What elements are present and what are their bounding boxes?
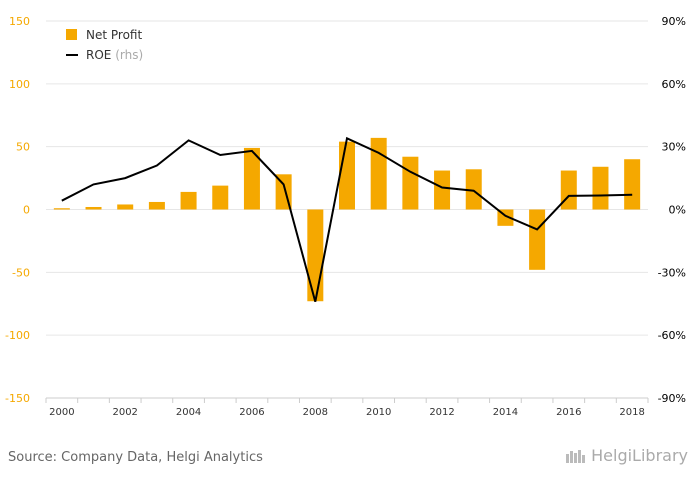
bar-net-profit bbox=[180, 191, 197, 210]
y-right-tick-label: 30% bbox=[662, 141, 686, 154]
y-left-tick-label: -100 bbox=[5, 329, 30, 342]
bar-net-profit bbox=[53, 208, 70, 210]
x-tick-label: 2006 bbox=[239, 407, 264, 418]
roe-line bbox=[61, 136, 633, 302]
bar-net-profit bbox=[212, 185, 229, 210]
y-left-tick-label: 100 bbox=[9, 78, 30, 91]
y-right-tick-label: 0% bbox=[669, 204, 686, 217]
x-tick-label: 2008 bbox=[303, 407, 328, 418]
bar-net-profit bbox=[465, 169, 482, 210]
roe-line-group bbox=[61, 136, 633, 302]
y-right-tick-label: 90% bbox=[662, 15, 686, 28]
y-left-tick-label: 0 bbox=[23, 204, 30, 217]
y-right-tick-label: -30% bbox=[658, 266, 686, 279]
x-tick-label: 2010 bbox=[366, 407, 391, 418]
y-left-tick-label: 150 bbox=[9, 15, 30, 28]
logo-text: HelgiLibrary bbox=[591, 446, 688, 465]
y-axis-right: 90% 60% 30% 0% -30% -60% -90% bbox=[658, 15, 686, 405]
y-right-tick-label: -60% bbox=[658, 329, 686, 342]
bar-net-profit bbox=[592, 166, 609, 210]
helgi-library-logo: HelgiLibrary bbox=[565, 446, 688, 465]
legend-roe-name: ROE bbox=[86, 48, 111, 62]
y-left-tick-label: 50 bbox=[16, 141, 30, 154]
bar-net-profit bbox=[624, 159, 641, 210]
y-left-tick-label: -50 bbox=[12, 266, 30, 279]
bar-net-profit bbox=[243, 147, 260, 210]
bar-net-profit bbox=[85, 206, 102, 210]
x-tick-label: 2000 bbox=[49, 407, 74, 418]
y-right-tick-label: 60% bbox=[662, 78, 686, 91]
legend-roe-label: ROE (rhs) bbox=[86, 48, 143, 62]
x-tick-label: 2014 bbox=[493, 407, 518, 418]
bar-net-profit bbox=[402, 156, 419, 210]
bar-net-profit bbox=[307, 209, 324, 302]
legend-roe-suffix: (rhs) bbox=[111, 48, 143, 62]
bar-net-profit bbox=[117, 204, 134, 210]
bar-net-profit bbox=[370, 137, 387, 210]
bar-net-profit bbox=[148, 201, 165, 210]
y-axis-left: 150 100 50 0 -50 -100 -150 bbox=[5, 15, 30, 405]
x-tick-label: 2002 bbox=[112, 407, 137, 418]
x-axis: 2000 2002 2004 2006 2008 2010 2012 2014 2016 2018 bbox=[45, 397, 649, 418]
bar-net-profit bbox=[560, 170, 577, 210]
x-tick-label: 2012 bbox=[429, 407, 454, 418]
x-tick-label: 2016 bbox=[556, 407, 581, 418]
source-note: Source: Company Data, Helgi Analytics bbox=[8, 450, 263, 465]
bar-net-profit bbox=[434, 170, 451, 210]
bar-net-profit bbox=[339, 141, 355, 210]
legend-net-profit-swatch bbox=[66, 29, 77, 40]
bars bbox=[53, 137, 641, 302]
y-left-tick-label: -150 bbox=[5, 392, 30, 405]
x-tick-label: 2004 bbox=[176, 407, 201, 418]
library-icon bbox=[566, 449, 586, 463]
y-right-tick-label: -90% bbox=[658, 392, 686, 405]
legend: Net Profit ROE (rhs) bbox=[66, 28, 143, 62]
bar-net-profit bbox=[529, 209, 546, 270]
x-tick-label: 2018 bbox=[619, 407, 644, 418]
legend-net-profit-label: Net Profit bbox=[86, 28, 142, 42]
